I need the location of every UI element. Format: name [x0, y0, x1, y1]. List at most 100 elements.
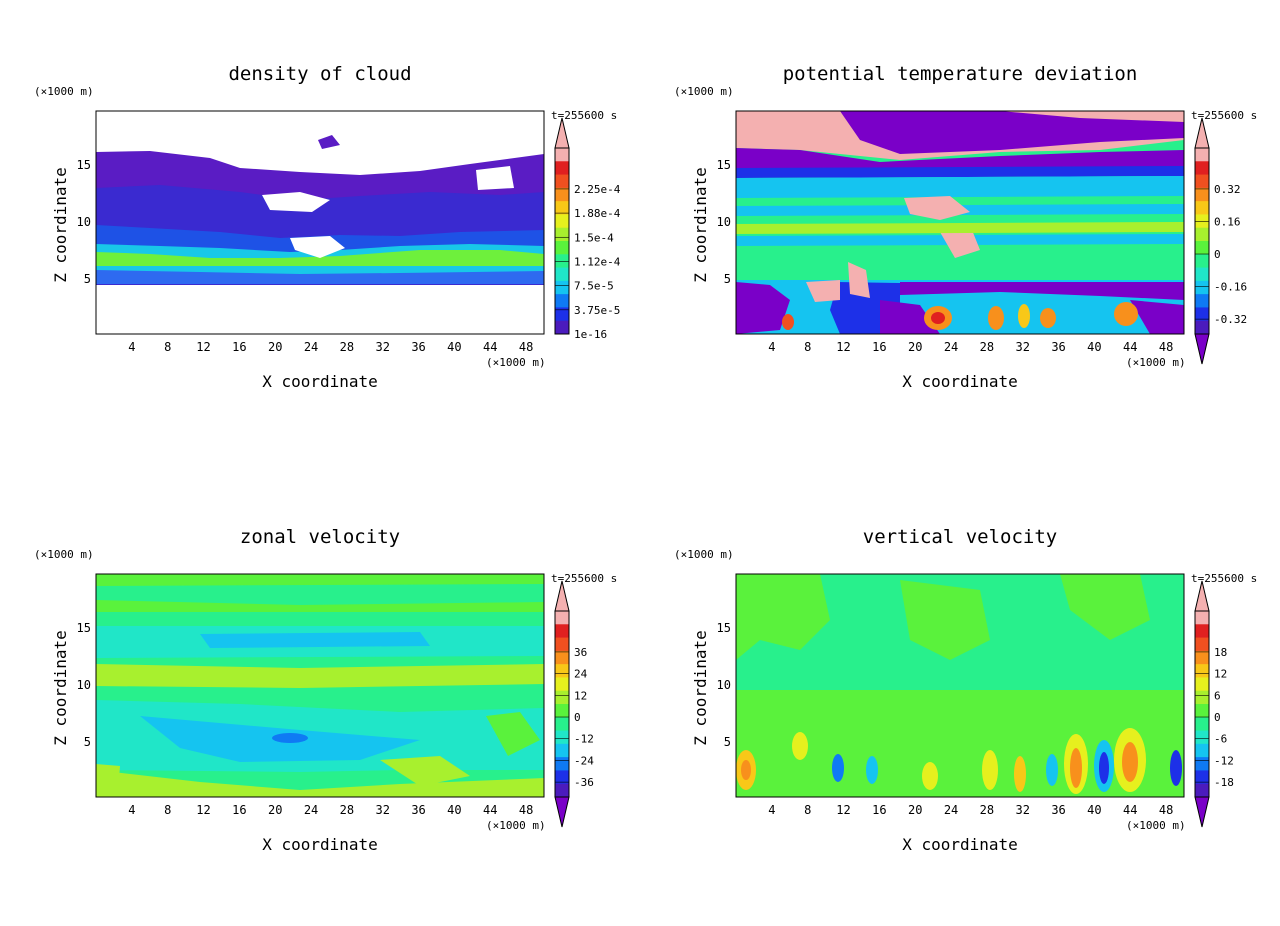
x-tick-label: 32: [1015, 340, 1029, 354]
colorbar-swatch: [1195, 187, 1209, 202]
x-tick-label: 4: [128, 803, 135, 817]
warm-mid-patch: [904, 196, 970, 220]
panel-zonal-velocity: zonal velocity (×1000 m) t=255600 s 5 10…: [34, 526, 617, 854]
cold-lower-region: [736, 282, 790, 334]
colorbar-label: -6: [1214, 733, 1227, 746]
z-unit-label: (×1000 m): [674, 85, 734, 98]
colorbar-swatch: [555, 704, 569, 718]
panel-title: vertical velocity: [863, 526, 1057, 548]
warm-lower-region: [848, 262, 870, 298]
colorbar-label: -36: [574, 776, 594, 789]
velocity-core: [272, 733, 308, 743]
x-tick-label: 4: [768, 340, 775, 354]
panel-title: zonal velocity: [240, 526, 400, 548]
plot-area: [95, 110, 545, 335]
x-tick-label: 16: [872, 803, 886, 817]
updraft-cell: [922, 762, 938, 790]
x-tick-label: 24: [944, 803, 958, 817]
velocity-band: [96, 764, 120, 792]
panel-vertical-velocity: vertical velocity (×1000 m) t=255600 s: [674, 526, 1257, 854]
warm-mid-patch: [940, 230, 980, 258]
cold-lower-region: [1130, 300, 1184, 334]
colorbar-label: 1.12e-4: [574, 255, 621, 268]
y-tick-label: 15: [717, 158, 731, 172]
downdraft-cell: [832, 754, 844, 782]
colorbar-swatch: [1195, 743, 1209, 758]
downdraft-cell: [1046, 754, 1058, 786]
z-unit-label: (×1000 m): [674, 548, 734, 561]
colorbar-label: 1.88e-4: [574, 207, 621, 220]
updraft-cell: [792, 732, 808, 760]
x-tick-label: 16: [872, 340, 886, 354]
time-label: t=255600 s: [551, 109, 617, 122]
x-tick-label: 20: [908, 340, 922, 354]
x-tick-label: 36: [411, 803, 425, 817]
cold-lower-region: [900, 282, 1184, 300]
colorbar-label: 36: [574, 646, 587, 659]
colorbar-swatch: [1195, 267, 1209, 282]
colorbar-swatch: [555, 677, 569, 692]
x-tick-label: 20: [908, 803, 922, 817]
colorbar-swatch: [555, 664, 569, 678]
downdraft-cell: [866, 756, 878, 784]
time-label: t=255600 s: [1191, 572, 1257, 585]
y-axis: 5 10 15 Z coordinate: [691, 621, 731, 749]
colorbar-swatch: [1195, 637, 1209, 652]
z-unit-label: (×1000 m): [34, 548, 94, 561]
colorbar-swatch: [555, 307, 569, 322]
x-tick-label: 32: [1015, 803, 1029, 817]
colorbar-swatch: [555, 227, 569, 242]
x-tick-label: 44: [1123, 340, 1137, 354]
x-axis: 4 8 12 16 20 24 28 32 36 40 44 48 (×1000…: [768, 803, 1185, 854]
colorbar-swatch: [1195, 664, 1209, 678]
x-tick-label: 32: [375, 803, 389, 817]
x-unit-label: (×1000 m): [1126, 819, 1186, 832]
colorbar: 0.32 0.16 0 -0.16 -0.32: [1194, 117, 1247, 365]
colorbar-swatch: [1195, 294, 1209, 308]
x-tick-label: 8: [804, 803, 811, 817]
x-tick-label: 48: [519, 340, 533, 354]
colorbar-swatch: [1195, 757, 1209, 771]
colorbar-swatch: [555, 267, 569, 282]
colorbar-swatch: [555, 757, 569, 771]
x-tick-label: 48: [1159, 340, 1173, 354]
velocity-band: [96, 600, 544, 612]
clear-region: [290, 236, 345, 258]
y-tick-label: 10: [77, 678, 91, 692]
x-tick-label: 36: [1051, 340, 1065, 354]
colorbar: 18 12 6 0 -6 -12 -18: [1194, 580, 1234, 828]
colorbar-label: 0.32: [1214, 183, 1241, 196]
x-tick-label: 36: [1051, 803, 1065, 817]
velocity-band: [486, 712, 540, 756]
warm-cell: [1040, 308, 1056, 328]
colorbar-label: 6: [1214, 689, 1221, 702]
colorbar-swatch: [1195, 730, 1209, 745]
x-tick-label: 28: [340, 803, 354, 817]
colorbar-swatch: [555, 783, 569, 798]
y-tick-label: 10: [77, 215, 91, 229]
time-label: t=255600 s: [1191, 109, 1257, 122]
x-tick-label: 24: [304, 340, 318, 354]
cyan-band: [736, 176, 1184, 198]
plot-area: [95, 573, 545, 798]
x-axis-title: X coordinate: [902, 835, 1018, 854]
warm-cell: [931, 312, 945, 324]
colorbar-extend-max: [1194, 117, 1210, 149]
panel-title: potential temperature deviation: [783, 63, 1138, 85]
updraft-cell: [982, 750, 998, 790]
x-tick-label: 44: [483, 340, 497, 354]
warm-cell: [988, 306, 1004, 330]
colorbar-swatch: [1195, 174, 1209, 189]
panel-potential-temperature-deviation: potential temperature deviation (×1000 m…: [674, 63, 1257, 391]
x-tick-label: 8: [804, 340, 811, 354]
clear-region: [476, 166, 514, 190]
colorbar-swatch: [1195, 307, 1209, 322]
colorbar-swatch: [1195, 611, 1209, 625]
x-axis: 4 8 12 16 20 24 28 32 36 40 44 48 (×1000…: [128, 803, 545, 854]
colorbar-label: 1e-16: [574, 328, 607, 341]
x-axis-title: X coordinate: [262, 835, 378, 854]
y-tick-label: 10: [717, 215, 731, 229]
updraft-cell: [1122, 742, 1138, 782]
x-tick-label: 12: [196, 340, 210, 354]
